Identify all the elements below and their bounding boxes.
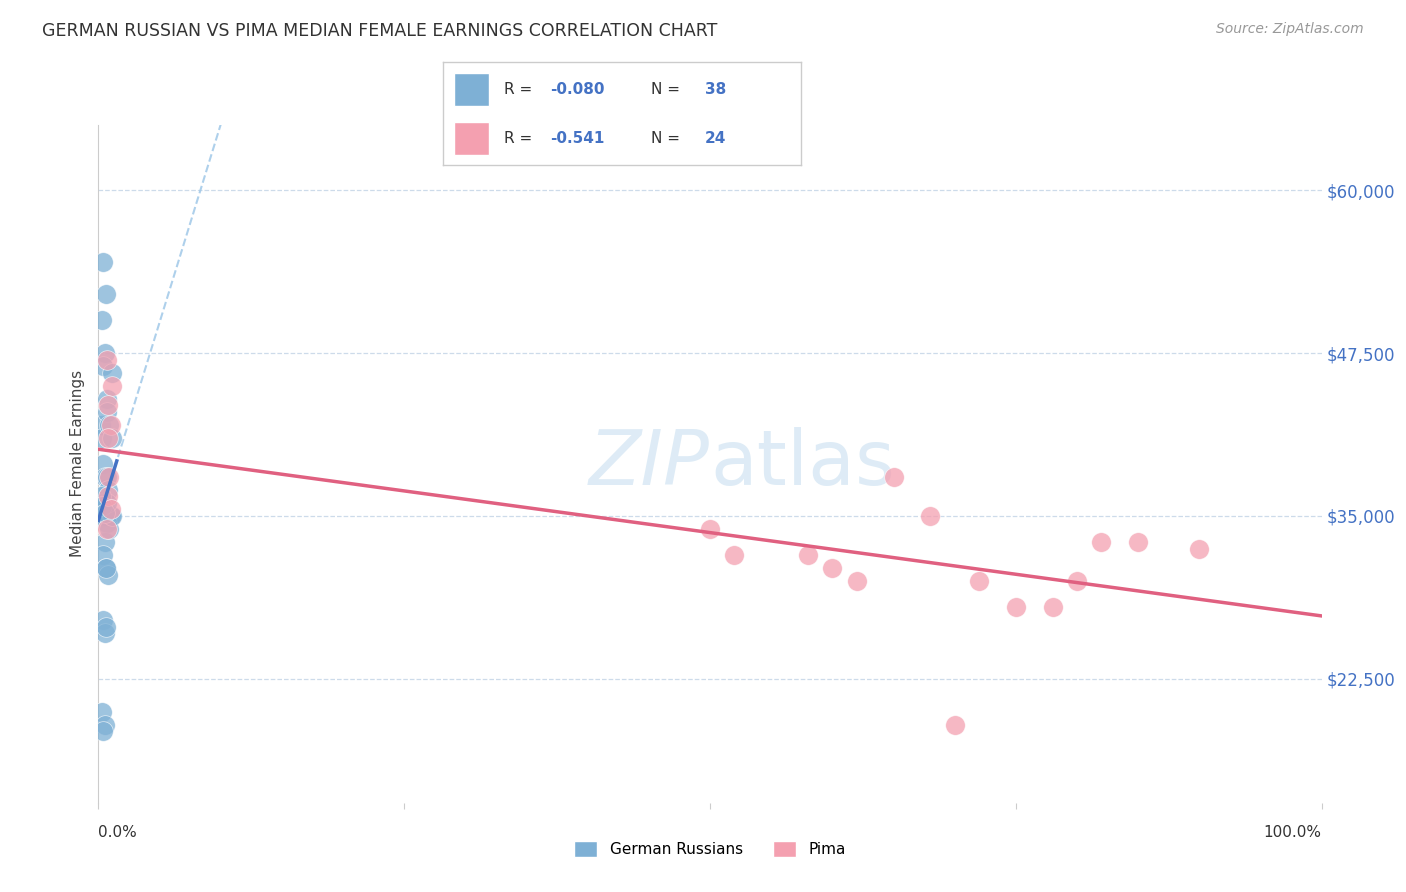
Point [96,522,118,536]
Point [91,499,114,513]
Text: N =: N = [651,81,685,96]
Bar [454,122,489,155]
Point [100,502,122,516]
Point [91,359,114,373]
Point [91,313,114,327]
Point [96,470,118,484]
Point [94,620,117,634]
Point [97,431,120,445]
Text: -0.541: -0.541 [551,131,605,146]
Point [93,507,115,521]
Point [90,490,112,504]
Point [97,483,120,497]
Point [1042,600,1064,615]
Point [101,378,124,392]
Text: N =: N = [651,131,685,146]
Point [91,705,114,719]
Point [101,508,124,523]
Point [845,574,868,589]
Point [1004,600,1026,615]
Text: 100.0%: 100.0% [1264,825,1322,840]
Point [821,561,844,575]
Point [94,561,117,575]
Text: atlas: atlas [710,427,894,500]
Point [91,457,114,471]
Point [94,561,117,575]
Point [100,508,122,523]
Text: 24: 24 [704,131,725,146]
Text: R =: R = [503,81,537,96]
Point [91,613,114,627]
Point [100,417,122,432]
Point [91,724,114,739]
Y-axis label: Median Female Earnings: Median Female Earnings [70,370,86,558]
Point [96,405,118,419]
Point [920,508,942,523]
Text: Source: ZipAtlas.com: Source: ZipAtlas.com [1216,22,1364,37]
Point [1128,535,1150,549]
Point [797,548,820,562]
Point [93,717,115,731]
Point [699,522,721,536]
Text: 38: 38 [704,81,725,96]
Point [101,366,124,380]
Point [883,470,905,484]
Point [98,522,121,536]
Point [91,254,114,268]
Point [98,417,121,432]
Point [90,417,112,432]
Point [94,508,117,523]
Point [723,548,745,562]
Text: -0.080: -0.080 [551,81,605,96]
Point [91,431,114,445]
Point [97,490,120,504]
Text: GERMAN RUSSIAN VS PIMA MEDIAN FEMALE EARNINGS CORRELATION CHART: GERMAN RUSSIAN VS PIMA MEDIAN FEMALE EAR… [42,22,717,40]
Text: 0.0%: 0.0% [98,825,138,840]
Point [96,352,118,367]
Point [1066,574,1088,589]
Point [943,717,966,731]
Text: ZIP: ZIP [589,427,710,500]
Legend: German Russians, Pima: German Russians, Pima [568,835,852,863]
Point [96,496,118,510]
Point [101,431,124,445]
Text: R =: R = [503,131,537,146]
Point [93,470,115,484]
Point [93,626,115,640]
Point [98,470,121,484]
Point [96,392,118,406]
Point [91,496,114,510]
Point [97,398,120,412]
Point [1188,541,1211,556]
Point [1090,535,1112,549]
Point [94,287,117,301]
Point [93,535,115,549]
Point [93,502,115,516]
Point [93,346,115,360]
Point [91,548,114,562]
Point [97,567,120,582]
Point [96,516,118,530]
Point [967,574,990,589]
Bar [454,73,489,105]
